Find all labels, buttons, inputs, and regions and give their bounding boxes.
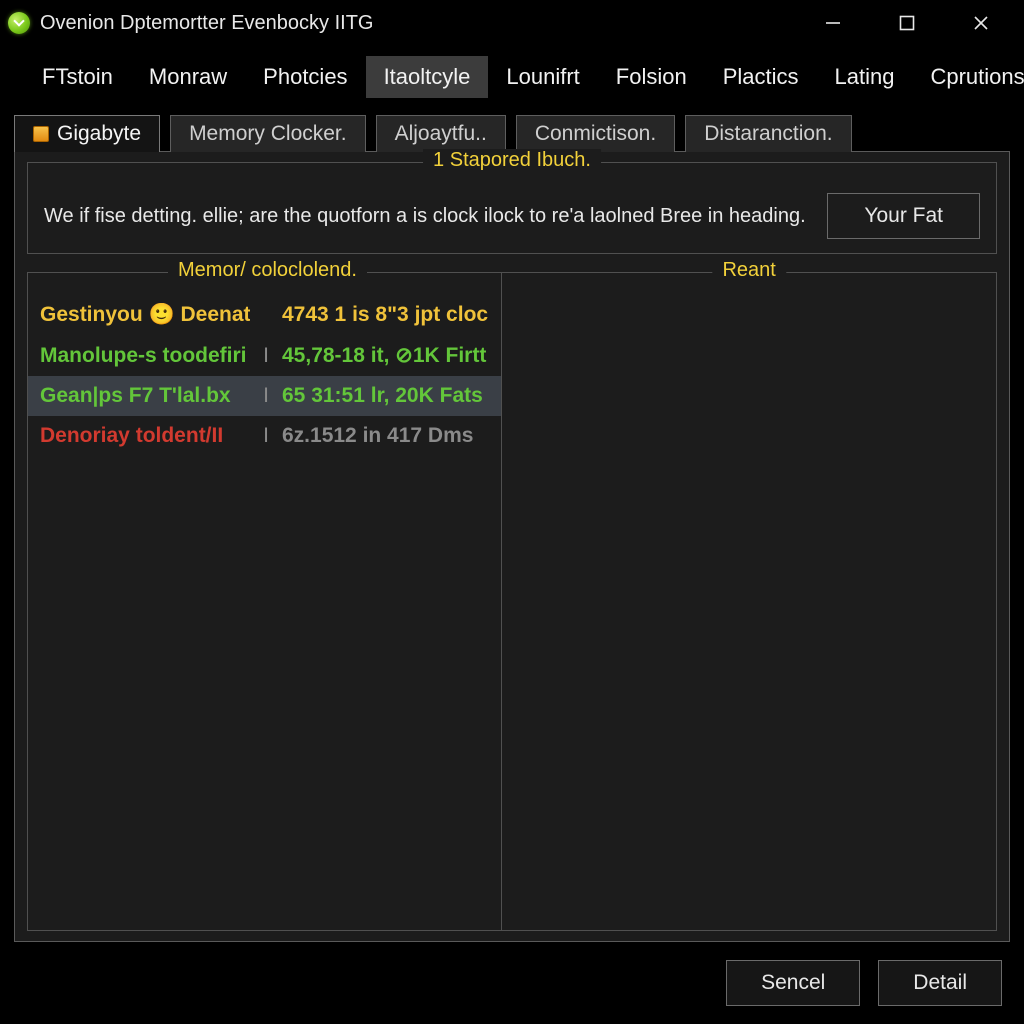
detail-button[interactable]: Detail: [878, 960, 1002, 1006]
memory-row[interactable]: Denoriay toldent/II I 6z.1512 in 417 Dms: [28, 416, 501, 456]
info-text: We if fise detting. ellie; are the quotf…: [44, 205, 813, 228]
row-name: Gestinyou 🙂 Deenatios ;: [40, 303, 250, 327]
panels: Memor/ coloclolend. Gestinyou 🙂 Deenatio…: [15, 262, 1009, 941]
menu-ftstoin[interactable]: FTstoin: [24, 56, 131, 98]
row-value: 6z.1512 in 417 Dms: [282, 424, 489, 448]
tab-label: Gigabyte: [57, 122, 141, 146]
gigabyte-icon: [33, 126, 49, 142]
row-value: 65 31:51 lr, 20K Fats: [282, 384, 489, 408]
memory-row[interactable]: Gestinyou 🙂 Deenatios ; 4743 1 is 8"3 jpt…: [28, 295, 501, 335]
tab-label: Aljoaytfu..: [395, 122, 487, 146]
window-title: Ovenion Dptemortter Evenbocky IITG: [40, 12, 373, 35]
menu-cprutions[interactable]: Cprutions: [912, 56, 1024, 98]
row-name: Gean|ps F7 T'lal.bx: [40, 384, 250, 408]
app-window: Ovenion Dptemortter Evenbocky IITG FTsto…: [0, 0, 1024, 1024]
row-name: Denoriay toldent/II: [40, 424, 250, 448]
minimize-icon: [824, 14, 842, 32]
menu-itaoltcyle[interactable]: Itaoltcyle: [366, 56, 489, 98]
row-value: 4743 1 is 8"3 jpt clock: [282, 303, 489, 327]
tab-label: Distaranction.: [704, 122, 832, 146]
info-legend: 1 Stapored Ibuch.: [423, 149, 601, 172]
maximize-button[interactable]: [884, 3, 930, 43]
minimize-button[interactable]: [810, 3, 856, 43]
memory-rows: Gestinyou 🙂 Deenatios ; 4743 1 is 8"3 jpt…: [28, 289, 501, 456]
memory-panel-legend: Memor/ coloclolend.: [168, 259, 367, 282]
maximize-icon: [898, 14, 916, 32]
close-button[interactable]: [958, 3, 1004, 43]
row-name: Manolupe-s toodefiri: [40, 344, 250, 368]
your-fat-button[interactable]: Your Fat: [827, 193, 980, 239]
menu-photcies[interactable]: Photcies: [245, 56, 365, 98]
tab-conmictison[interactable]: Conmictison.: [516, 115, 675, 152]
menubar: FTstoin Monraw Photcies Itaoltcyle Louni…: [0, 46, 1024, 108]
row-divider: I: [260, 384, 272, 408]
reant-panel-legend: Reant: [712, 259, 785, 282]
content-area: 1 Stapored Ibuch. We if fise detting. el…: [14, 151, 1010, 942]
tab-memory-clocker[interactable]: Memory Clocker.: [170, 115, 366, 152]
footer: Sencel Detail: [0, 948, 1024, 1024]
memory-row[interactable]: Manolupe-s toodefiri I 45,78-18 it, ⊘1K Fi…: [28, 335, 501, 376]
cancel-button[interactable]: Sencel: [726, 960, 860, 1006]
tab-label: Conmictison.: [535, 122, 656, 146]
menu-lating[interactable]: Lating: [817, 56, 913, 98]
row-value: 45,78-18 it, ⊘1K Firtt: [282, 343, 489, 368]
menu-folsion[interactable]: Folsion: [598, 56, 705, 98]
tab-aljoaytfu[interactable]: Aljoaytfu..: [376, 115, 506, 152]
window-controls: [810, 3, 1018, 43]
tabstrip: Gigabyte Memory Clocker. Aljoaytfu.. Con…: [0, 108, 1024, 151]
memory-panel: Memor/ coloclolend. Gestinyou 🙂 Deenatio…: [27, 272, 502, 931]
menu-plactics[interactable]: Plactics: [705, 56, 817, 98]
titlebar: Ovenion Dptemortter Evenbocky IITG: [0, 0, 1024, 46]
close-icon: [972, 14, 990, 32]
menu-lounifrt[interactable]: Lounifrt: [488, 56, 597, 98]
tab-gigabyte[interactable]: Gigabyte: [14, 115, 160, 152]
reant-panel: Reant: [501, 272, 997, 931]
app-icon: [8, 12, 30, 34]
tab-distaranction[interactable]: Distaranction.: [685, 115, 851, 152]
row-divider: I: [260, 424, 272, 448]
menu-monraw[interactable]: Monraw: [131, 56, 245, 98]
info-group: 1 Stapored Ibuch. We if fise detting. el…: [27, 162, 997, 254]
tab-label: Memory Clocker.: [189, 122, 347, 146]
row-divider: I: [260, 344, 272, 368]
memory-row[interactable]: Gean|ps F7 T'lal.bx I 65 31:51 lr, 20K Fat…: [28, 376, 501, 416]
